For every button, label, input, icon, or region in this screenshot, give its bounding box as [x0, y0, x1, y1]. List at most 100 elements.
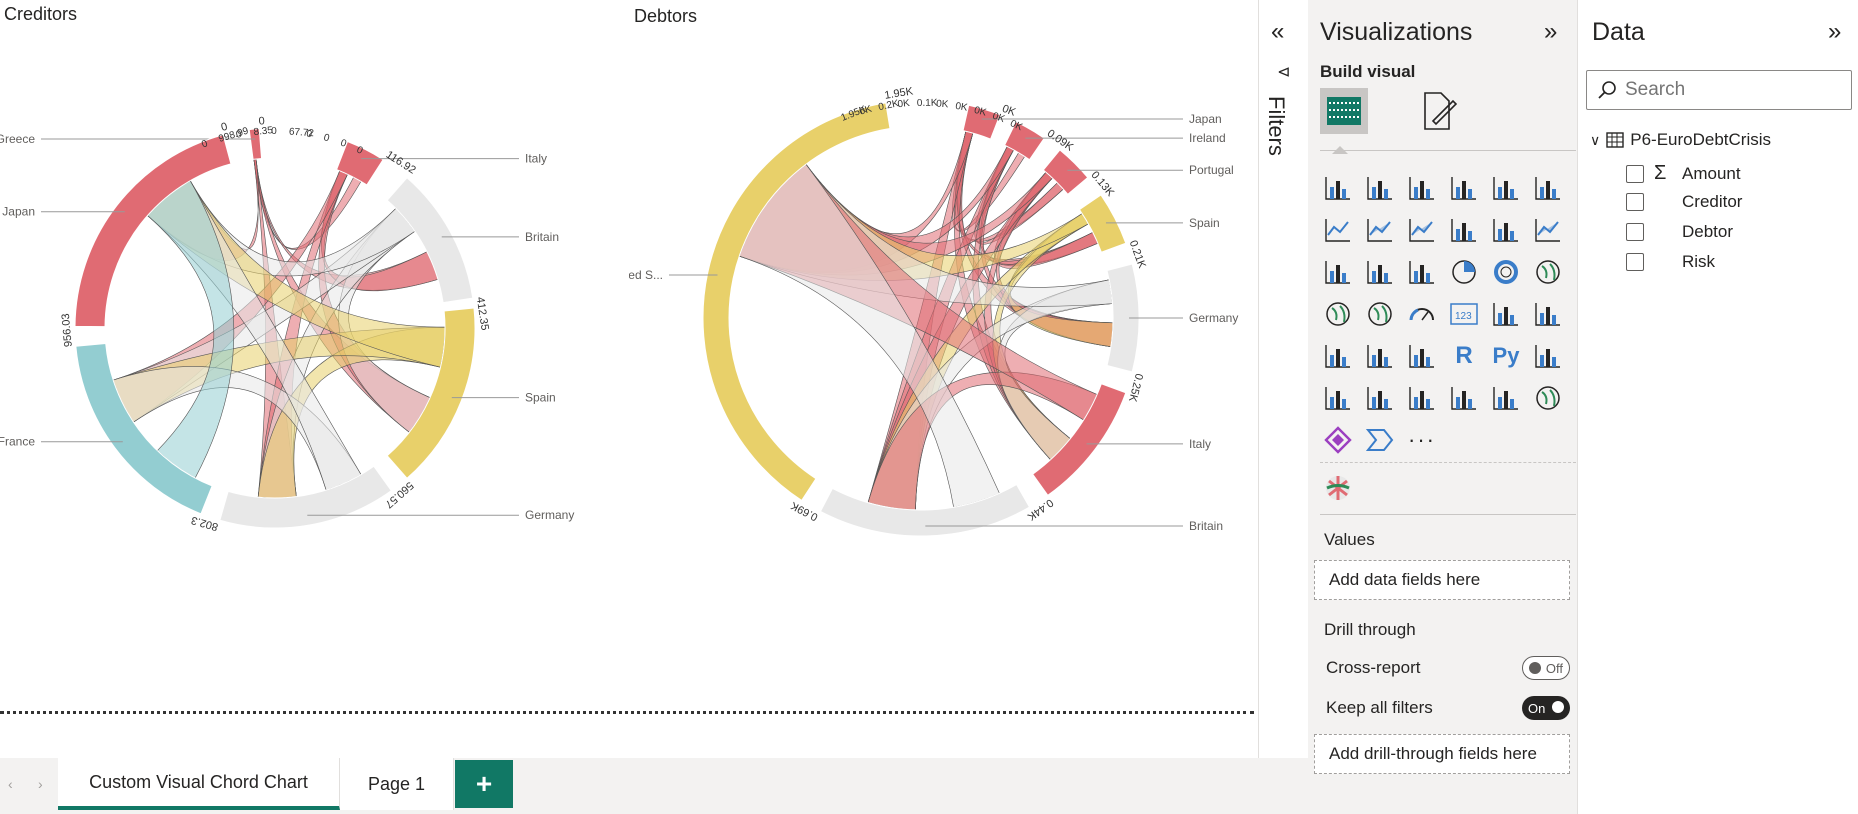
chord-arc[interactable]: [248, 128, 263, 160]
build-visual-tab-icon[interactable]: [1320, 88, 1368, 134]
cross-report-toggle[interactable]: Off: [1522, 656, 1570, 680]
expand-data-icon[interactable]: »: [1828, 18, 1842, 45]
kpi-icon[interactable]: [1530, 296, 1566, 332]
100-column-icon[interactable]: [1530, 170, 1566, 206]
filters-label[interactable]: Filters: [1264, 96, 1289, 156]
smart-narrative-icon[interactable]: [1404, 380, 1440, 416]
chord-chart-debtors[interactable]: Japan0KIreland0.09KPortugal0.13KSpain0.2…: [629, 30, 1258, 670]
donut-icon[interactable]: [1488, 254, 1524, 290]
chord-value-label: 0.69K: [788, 499, 820, 523]
chord-arc[interactable]: [386, 307, 476, 479]
chord-arc[interactable]: [1078, 194, 1127, 253]
scatter-icon[interactable]: [1404, 254, 1440, 290]
azure-map-icon[interactable]: [1530, 380, 1566, 416]
chevron-left-icon[interactable]: ‹: [8, 776, 13, 792]
line-column-icon[interactable]: [1446, 212, 1482, 248]
chord-arc[interactable]: [1106, 263, 1140, 373]
gauge-icon[interactable]: [1404, 296, 1440, 332]
funnel-icon[interactable]: [1362, 254, 1398, 290]
python-visual-icon[interactable]: Py: [1492, 343, 1520, 368]
field-checkbox[interactable]: [1626, 223, 1644, 241]
build-visual-label: Build visual: [1320, 62, 1416, 81]
values-drop-well[interactable]: Add data fields here: [1314, 560, 1570, 600]
matrix-icon[interactable]: [1404, 338, 1440, 374]
chevron-down-icon[interactable]: ∨: [1590, 131, 1601, 148]
table-node[interactable]: ∨ P6-EuroDebtCrisis: [1590, 130, 1771, 150]
treemap-icon[interactable]: [1530, 254, 1566, 290]
chord-arc[interactable]: [702, 102, 891, 502]
100-bar-icon[interactable]: [1488, 170, 1524, 206]
r-visual-icon[interactable]: R: [1455, 342, 1473, 369]
chord-ribbons: [738, 130, 1114, 511]
chevron-right-icon[interactable]: ›: [38, 776, 43, 792]
chart-title-creditors: Creditors: [4, 4, 78, 24]
power-apps-icon[interactable]: [1320, 422, 1356, 458]
format-visual-tab-icon[interactable]: [1414, 88, 1462, 134]
chord-arc[interactable]: [819, 483, 1031, 537]
visualizations-title: Visualizations: [1320, 18, 1473, 46]
field-creditor[interactable]: Creditor: [1626, 192, 1742, 212]
clustered-column-icon[interactable]: [1446, 170, 1482, 206]
tab-page-1[interactable]: Page 1: [340, 758, 454, 810]
ribbon-icon[interactable]: [1530, 212, 1566, 248]
chord-tick-label: 0: [271, 126, 277, 137]
chord-arc[interactable]: [1031, 383, 1127, 497]
chord-value-label: 116.92: [384, 149, 418, 177]
cross-report-label: Cross-report: [1326, 658, 1421, 677]
chord-tick-label: 0K: [858, 104, 873, 118]
chord-arc[interactable]: [219, 465, 393, 529]
filled-map-icon[interactable]: [1362, 296, 1398, 332]
search-icon: [1598, 81, 1616, 99]
chord-arc[interactable]: [962, 104, 1001, 140]
chord-arc[interactable]: [74, 134, 232, 328]
stacked-bar-icon[interactable]: [1320, 170, 1356, 206]
field-checkbox[interactable]: [1626, 193, 1644, 211]
waterfall-icon[interactable]: [1320, 254, 1356, 290]
line-icon[interactable]: [1320, 212, 1356, 248]
multi-row-card-icon[interactable]: [1488, 296, 1524, 332]
line-clustered-icon[interactable]: [1488, 212, 1524, 248]
chord-tick-label: 0.2K: [877, 98, 900, 113]
chord-arc[interactable]: [335, 140, 384, 186]
field-label: Amount: [1682, 163, 1741, 183]
gallery-separator: [1320, 462, 1576, 463]
svg-text:123: 123: [1455, 311, 1472, 322]
chord-arc[interactable]: [386, 177, 474, 304]
area-icon[interactable]: [1362, 212, 1398, 248]
field-risk[interactable]: Risk: [1626, 252, 1715, 272]
card-icon[interactable]: 123: [1446, 296, 1482, 332]
field-debtor[interactable]: Debtor: [1626, 222, 1733, 242]
map-icon[interactable]: [1320, 296, 1356, 332]
report-canvas: Creditors Debtors Greece 0 Italy 116.92 Brit…: [0, 4, 1258, 714]
clustered-bar-icon[interactable]: [1404, 170, 1440, 206]
chord-arc[interactable]: [75, 343, 213, 515]
collapse-panes-icon[interactable]: «: [1271, 18, 1285, 45]
table-icon[interactable]: [1362, 338, 1398, 374]
pie-icon[interactable]: [1446, 254, 1482, 290]
add-page-button[interactable]: +: [455, 760, 513, 808]
search-input[interactable]: [1625, 79, 1845, 101]
paginated-report-icon[interactable]: [1488, 380, 1524, 416]
tab-custom-visual-chord-chart[interactable]: Custom Visual Chord Chart: [58, 758, 340, 810]
more-visuals-icon[interactable]: ···: [1408, 427, 1436, 452]
qa-icon[interactable]: [1362, 380, 1398, 416]
custom-visual-chord-icon[interactable]: [1320, 470, 1356, 506]
search-box[interactable]: [1586, 70, 1852, 110]
decomposition-tree-icon[interactable]: [1320, 380, 1356, 416]
filters-pane[interactable]: « ⊲ Filters: [1258, 0, 1308, 758]
chord-arc[interactable]: [1042, 149, 1089, 196]
slicer-icon[interactable]: [1320, 338, 1356, 374]
drill-through-drop-well[interactable]: Add drill-through fields here: [1314, 734, 1570, 774]
metrics-icon[interactable]: [1446, 380, 1482, 416]
stacked-area-icon[interactable]: [1404, 212, 1440, 248]
field-checkbox[interactable]: [1626, 253, 1644, 271]
chord-arc[interactable]: [1003, 121, 1045, 161]
chord-chart-creditors[interactable]: Greece 0 Italy 116.92 Britain 412.35 Spain 560.…: [0, 30, 629, 670]
keep-filters-toggle[interactable]: On: [1522, 696, 1570, 720]
field-checkbox[interactable]: [1626, 164, 1644, 183]
key-influencers-icon[interactable]: [1530, 338, 1566, 374]
power-automate-icon[interactable]: [1362, 422, 1398, 458]
field-amount[interactable]: Σ Amount: [1626, 162, 1741, 185]
expand-visualizations-icon[interactable]: »: [1544, 18, 1558, 45]
stacked-column-icon[interactable]: [1362, 170, 1398, 206]
